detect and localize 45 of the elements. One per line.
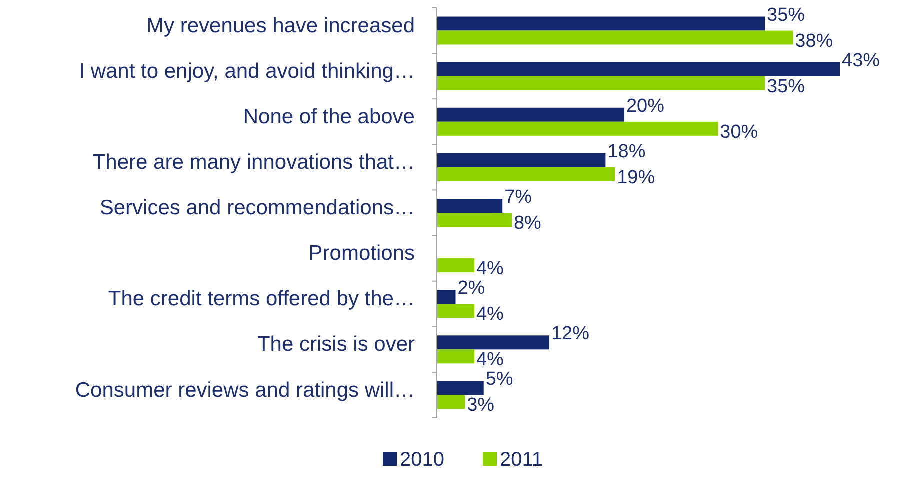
data-label: 4% — [476, 258, 504, 280]
data-label: 20% — [626, 96, 665, 117]
data-label: 3% — [467, 395, 495, 416]
y-tick-label: The crisis is over — [257, 333, 416, 356]
bar — [437, 62, 840, 76]
bar — [437, 395, 466, 410]
y-tick-label: Services and recommendations… — [100, 196, 415, 220]
y-tick-label: I want to enjoy, and avoid thinking… — [79, 60, 415, 83]
bar — [437, 122, 718, 136]
y-tick-label: None of the above — [243, 105, 415, 128]
bar — [437, 213, 512, 227]
bar — [437, 16, 766, 31]
bar — [437, 167, 616, 182]
y-tick-label: There are many innovations that… — [92, 150, 415, 174]
bar — [437, 290, 456, 304]
data-label: 5% — [486, 369, 514, 390]
data-label: 35% — [767, 4, 806, 26]
y-tick-label: Consumer reviews and ratings will… — [75, 378, 415, 402]
bar — [437, 336, 550, 350]
data-label: 19% — [617, 167, 656, 188]
data-label: 35% — [767, 76, 806, 98]
data-label: 4% — [476, 350, 504, 371]
legend-label: 2010 — [400, 449, 444, 471]
y-tick-label: Promotions — [308, 242, 415, 266]
data-label: 2% — [458, 278, 486, 300]
data-label: 7% — [504, 187, 532, 208]
data-label: 4% — [476, 304, 504, 326]
bar — [437, 304, 474, 318]
bar — [437, 30, 794, 45]
y-tick-label: My revenues have increased — [146, 14, 415, 38]
data-label: 38% — [795, 30, 834, 52]
y-tick-label: The credit terms offered by the… — [108, 288, 415, 311]
legend-label: 2011 — [500, 449, 544, 471]
data-label: 30% — [720, 122, 758, 143]
data-label: 12% — [551, 324, 590, 345]
bar — [437, 108, 624, 122]
bar — [437, 350, 474, 364]
bar — [437, 153, 606, 168]
bar — [437, 199, 503, 213]
data-label: 43% — [842, 50, 880, 72]
data-label: 18% — [608, 141, 646, 162]
bar — [437, 258, 474, 273]
data-label: 8% — [514, 213, 542, 234]
bar — [437, 381, 484, 396]
bar — [437, 76, 766, 90]
